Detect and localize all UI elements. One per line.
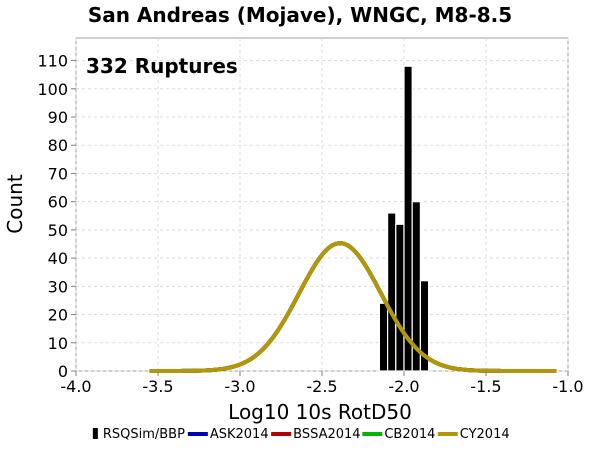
x-tick-label-3: -2.5	[306, 377, 337, 396]
x-tick-label-0: -4.0	[60, 377, 91, 396]
y-tick-label-1: 10	[48, 334, 68, 353]
y-tick-label-3: 30	[48, 277, 68, 296]
y-axis-label: Count	[3, 174, 27, 234]
x-axis-label: Log10 10s RotD50	[228, 400, 412, 424]
y-tick-label-4: 40	[48, 249, 68, 268]
x-tick-label-5: -1.5	[470, 377, 501, 396]
y-tick-label-6: 60	[48, 193, 68, 212]
y-tick-label-5: 50	[48, 221, 68, 240]
y-tick-label-2: 20	[48, 306, 68, 325]
histogram-bar-3	[387, 212, 397, 372]
y-tick-label-7: 70	[48, 164, 68, 183]
legend-label-cb2014: CB2014	[384, 427, 435, 442]
legend-label-cy2014: CY2014	[460, 427, 510, 442]
legend-label-rsqsim-bbp: RSQSim/BBP	[103, 427, 185, 442]
y-tick-label-0: 0	[58, 362, 68, 381]
legend-swatch-rsqsim-bbp	[92, 428, 98, 439]
histogram-bar-7	[419, 280, 430, 372]
x-tick-label-6: -1.0	[552, 377, 583, 396]
histogram-bar-2	[378, 302, 389, 372]
rupture-count-annotation: 332 Ruptures	[86, 54, 238, 78]
y-tick-label-11: 110	[37, 52, 68, 71]
legend: RSQSim/BBP ASK2014 BSSA2014 CB2014 CY2014	[92, 427, 510, 442]
x-axis-ticks: -4.0 -3.5 -3.0 -2.5 -2.0 -1.5 -1.0	[60, 371, 584, 396]
gridlines	[75, 38, 569, 372]
x-tick-label-1: -3.5	[142, 377, 173, 396]
histogram-bar-4	[395, 223, 405, 372]
y-axis-ticks: 0 10 20 30 40 50 60 70 80 90 100 110	[37, 52, 76, 381]
x-tick-label-4: -2.0	[388, 377, 419, 396]
gaussian-curves	[149, 241, 557, 373]
histogram-bar-5	[403, 65, 413, 372]
y-tick-label-10: 100	[37, 80, 68, 99]
y-tick-label-8: 80	[48, 136, 68, 155]
x-tick-label-2: -3.0	[224, 377, 255, 396]
histogram-bars	[378, 65, 430, 372]
legend-label-bssa2014: BSSA2014	[293, 427, 360, 442]
chart-title: San Andreas (Mojave), WNGC, M8-8.5	[88, 3, 512, 27]
curve-cy2014	[149, 241, 557, 373]
legend-label-ask2014: ASK2014	[210, 427, 269, 442]
y-tick-label-9: 90	[48, 108, 68, 127]
